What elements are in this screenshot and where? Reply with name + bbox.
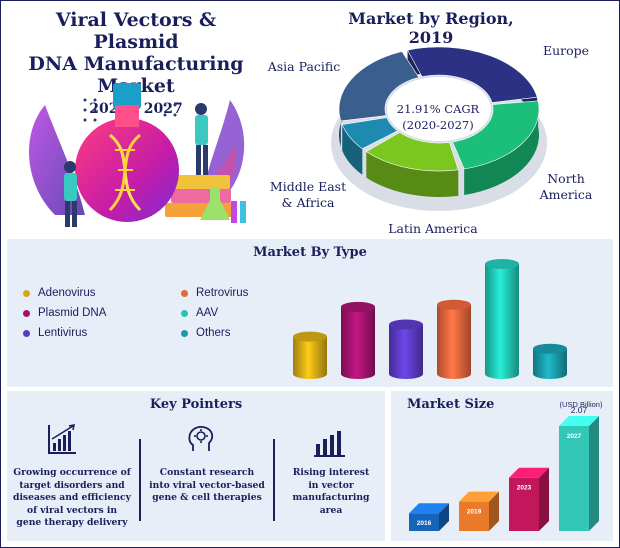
region-label: Asia Pacific <box>267 59 341 74</box>
type-bar-top <box>485 259 519 269</box>
legend-label: Others <box>196 327 231 339</box>
market-size-bar-top <box>509 467 549 478</box>
type-bar <box>293 336 327 379</box>
market-size-bar <box>409 513 439 531</box>
legend-label: Retrovirus <box>196 287 249 299</box>
type-bar <box>485 264 519 379</box>
market-size-chart: (USD Billion) 2016 2019 2023 2027 2.07 <box>409 400 603 531</box>
key-pointers-title: Key Pointers <box>149 397 243 412</box>
legend-dot <box>181 329 188 337</box>
legend-dot <box>23 329 30 337</box>
market-size-year-label: 2023 <box>517 485 532 492</box>
market-size-bar-side <box>439 503 449 531</box>
legend-dot <box>181 289 188 297</box>
market-size-bar-side <box>489 491 499 531</box>
legend-label: Plasmid DNA <box>38 307 107 319</box>
key-pointers-panel <box>7 391 385 541</box>
market-size-bar <box>559 426 589 531</box>
market-size-title: Market Size <box>407 397 495 412</box>
market-size-value-label: 2.07 <box>571 405 588 415</box>
bar-chart-icon <box>314 431 345 457</box>
region-slice <box>338 51 420 122</box>
market-by-type-title: Market By Type <box>253 245 367 260</box>
market-size-unit-label: (USD Billion) <box>560 400 603 409</box>
type-bar-top <box>293 331 327 342</box>
market-size-bar-side <box>589 416 599 531</box>
type-legend-item: Retrovirus <box>181 287 248 299</box>
region-donut-chart <box>331 46 547 211</box>
type-legend-item: Lentivirus <box>23 327 87 339</box>
type-bar-top <box>533 343 567 354</box>
type-bar-top <box>341 301 375 312</box>
type-bar <box>437 304 471 379</box>
brain-gear-icon <box>188 426 214 451</box>
key-pointer-divider-2 <box>273 439 275 521</box>
legend-dot <box>23 309 30 317</box>
cagr-line-2: (2020-2027) <box>402 118 474 132</box>
region-donut-hole <box>387 77 491 141</box>
region-slice <box>407 46 538 103</box>
type-legend-item: Plasmid DNA <box>23 307 106 319</box>
type-bar <box>533 348 567 379</box>
market-size-year-label: 2016 <box>417 520 432 527</box>
region-label: Europe <box>542 43 590 58</box>
key-pointer-text: Rising interest in vector manufacturing are… <box>292 467 370 516</box>
key-pointer-text: Constant research into viral vector-based… <box>149 467 265 504</box>
market-size-bar-top <box>409 503 449 514</box>
region-cagr-label: 21.91% CAGR (2020-2027) <box>393 101 483 133</box>
region-slice <box>341 117 399 150</box>
lab-illustration <box>28 83 246 227</box>
type-legend-item: AAV <box>181 307 218 319</box>
legend-label: Adenovirus <box>38 287 96 299</box>
type-bar <box>341 306 375 379</box>
title-line-1: Viral Vectors & Plasmid <box>55 9 217 53</box>
type-bar <box>389 324 423 379</box>
region-slice-side <box>464 100 539 196</box>
market-size-bar-top <box>559 416 599 426</box>
legend-dot <box>181 309 188 317</box>
legend-dot <box>23 289 30 297</box>
type-legend-item: Others <box>181 327 231 339</box>
type-bar-top <box>437 299 471 310</box>
growth-chart-icon <box>48 424 76 454</box>
market-size-year-label: 2019 <box>467 509 482 516</box>
region-label: Middle East & Africa <box>269 179 347 210</box>
market-size-bar-top <box>459 491 499 502</box>
legend-label: AAV <box>196 307 219 319</box>
type-legend-item: Adenovirus <box>23 287 96 299</box>
region-slice <box>365 131 459 172</box>
cagr-line-1: 21.91% CAGR <box>396 102 480 116</box>
type-bar-chart <box>293 259 567 379</box>
region-label: North America <box>539 171 593 202</box>
region-slice-side <box>342 124 363 175</box>
type-bar-top <box>389 319 423 330</box>
key-pointer-divider-1 <box>139 439 141 521</box>
key-pointer-text: Growing occurrence of target disorders an… <box>13 467 131 529</box>
market-size-year-label: 2027 <box>567 433 582 440</box>
region-slice <box>452 100 540 170</box>
market-size-bar <box>509 477 539 531</box>
region-label: Latin America <box>388 221 478 236</box>
legend-label: Lentivirus <box>38 327 88 339</box>
market-size-bar <box>459 501 489 531</box>
region-chart-title: Market by Region, 2019 <box>348 9 514 47</box>
market-size-bar-side <box>539 467 549 531</box>
